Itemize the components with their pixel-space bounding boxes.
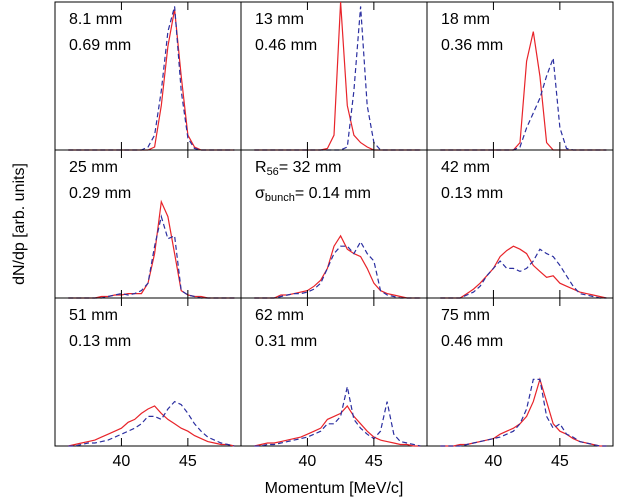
label-part: σ — [255, 185, 265, 202]
panel-label: 0.36 mm — [441, 37, 503, 54]
label-part: 25 mm — [69, 159, 118, 176]
label-part: 0.36 mm — [441, 37, 503, 54]
label-part: 51 mm — [69, 307, 118, 324]
panel-label: 0.69 mm — [69, 37, 131, 54]
x-tick-label: 45 — [179, 453, 197, 470]
series-line — [254, 386, 421, 447]
panel-label: 0.29 mm — [69, 185, 131, 202]
panel-label: 0.13 mm — [69, 333, 131, 350]
panel-label: 18 mm — [441, 11, 490, 28]
panel-label: σbunch= 0.14 mm — [255, 185, 371, 204]
x-tick-label: 40 — [113, 453, 131, 470]
panel-label: 8.1 mm — [69, 11, 122, 28]
label-part: 0.69 mm — [69, 37, 131, 54]
label-part: R — [255, 159, 267, 176]
series-line — [68, 9, 235, 151]
label-part: = 0.14 mm — [295, 185, 371, 202]
label-part: 13 mm — [255, 11, 304, 28]
panel-label: R56= 32 mm — [255, 159, 342, 178]
series-line — [440, 378, 607, 447]
panel-label: 0.31 mm — [255, 333, 317, 350]
label-part: bunch — [265, 192, 295, 204]
label-part: 75 mm — [441, 307, 490, 324]
label-part: 62 mm — [255, 307, 304, 324]
x-tick-label: 45 — [365, 453, 383, 470]
series-line — [68, 199, 235, 299]
series-line — [254, 240, 421, 299]
series-line — [440, 248, 607, 299]
panel-label: 0.46 mm — [441, 333, 503, 350]
series-line — [254, 234, 421, 299]
panel-label: 62 mm — [255, 307, 304, 324]
label-part: 0.46 mm — [255, 37, 317, 54]
label-part: 0.31 mm — [255, 333, 317, 350]
label-part: 0.13 mm — [441, 185, 503, 202]
label-part: 0.46 mm — [441, 333, 503, 350]
label-part: 42 mm — [441, 159, 490, 176]
y-axis-label: dN/dp [arb. units] — [11, 163, 28, 285]
x-tick-label: 40 — [299, 453, 317, 470]
panel-label: 75 mm — [441, 307, 490, 324]
panel-label: 42 mm — [441, 159, 490, 176]
panel-label: 13 mm — [255, 11, 304, 28]
label-part: 56 — [267, 166, 279, 178]
x-tick-label: 45 — [551, 453, 569, 470]
x-axis-label: Momentum [MeV/c] — [265, 480, 404, 497]
series-line — [68, 214, 235, 299]
series-line — [440, 245, 607, 299]
panel-label: 0.13 mm — [441, 185, 503, 202]
label-part: = 32 mm — [279, 159, 342, 176]
panel-frame — [426, 297, 614, 447]
label-part: 18 mm — [441, 11, 490, 28]
panel-label: 0.46 mm — [255, 37, 317, 54]
x-tick-label: 40 — [485, 453, 503, 470]
series-line — [68, 400, 235, 447]
panel-label: 51 mm — [69, 307, 118, 324]
label-part: 0.29 mm — [69, 185, 131, 202]
series-line — [254, 405, 421, 447]
series-line — [440, 377, 607, 447]
panel-label: 25 mm — [69, 159, 118, 176]
label-part: 0.13 mm — [69, 333, 131, 350]
label-part: 8.1 mm — [69, 11, 122, 28]
series-line — [68, 405, 235, 447]
